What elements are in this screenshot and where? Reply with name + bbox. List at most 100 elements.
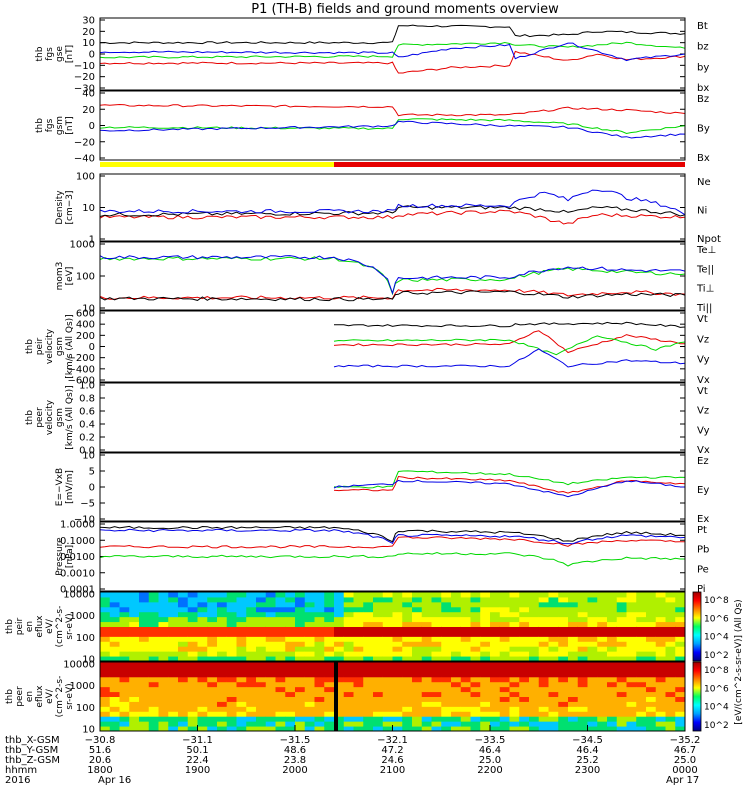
heatmap-cell: [392, 596, 403, 603]
heatmap-cell: [480, 726, 491, 732]
heatmap-cell: [178, 596, 189, 603]
heatmap-cell: [285, 706, 296, 712]
heatmap-cell: [109, 706, 120, 712]
heatmap-cell: [441, 706, 452, 712]
heatmap-cell: [577, 691, 588, 697]
heatmap-cell: [148, 651, 159, 657]
heatmap-cell: [509, 636, 520, 642]
heatmap-cell: [451, 596, 462, 603]
heatmap-cell: [529, 691, 540, 697]
heatmap-cell: [109, 711, 120, 717]
heatmap-cell: [509, 646, 520, 652]
heatmap-cell: [285, 716, 296, 722]
heatmap-cell: [304, 636, 315, 642]
x-tick-label: 48.6: [284, 745, 306, 756]
heatmap-cell: [509, 596, 520, 603]
x-tick-label: 2300: [575, 765, 600, 776]
heatmap-cell: [373, 696, 384, 702]
y-label-line: gsm: [55, 337, 65, 356]
heatmap-cell: [363, 646, 374, 652]
heatmap-cell: [655, 696, 666, 702]
heatmap-cell: [168, 686, 179, 693]
heatmap-cell: [324, 651, 335, 657]
heatmap-cell: [665, 721, 676, 727]
heatmap-cell: [100, 716, 111, 722]
heatmap-cell: [421, 621, 432, 627]
heatmap-cell: [587, 721, 598, 727]
heatmap-cell: [655, 616, 666, 623]
heatmap-cell: [139, 711, 150, 717]
heatmap-cell: [129, 621, 140, 627]
heatmap-cell: [373, 721, 384, 727]
heatmap-cell: [324, 621, 335, 627]
heatmap-cell: [402, 666, 413, 673]
heatmap-cell: [236, 621, 247, 627]
heatmap-cell: [548, 601, 559, 608]
heatmap-cell: [538, 706, 549, 712]
heatmap-cell: [460, 626, 471, 632]
heatmap-cell: [178, 676, 189, 683]
heatmap-cell: [256, 706, 267, 712]
legend-Ez: Ez: [697, 456, 709, 467]
heatmap-cell: [353, 676, 364, 683]
heatmap-cell: [499, 626, 510, 632]
series-line-Bz: [99, 103, 686, 117]
colorbar: 10^810^610^410^210^810^610^410^2[eV/(cm^…: [692, 591, 744, 732]
heatmap-cell: [646, 691, 657, 697]
heatmap-cell: [129, 721, 140, 727]
heatmap-cell: [392, 696, 403, 702]
heatmap-cell: [314, 616, 325, 623]
heatmap-cell: [529, 656, 540, 662]
heatmap-cell: [139, 646, 150, 652]
heatmap-cell: [626, 601, 637, 608]
legend-Vz: Vz: [697, 406, 709, 417]
heatmap-cell: [158, 706, 169, 712]
heatmap-cell: [412, 696, 423, 702]
heatmap-cell: [441, 611, 452, 618]
heatmap-cell: [655, 656, 666, 662]
heatmap-cell: [119, 706, 130, 712]
heatmap-cell: [226, 726, 237, 732]
x-tick-label: 46.4: [479, 745, 501, 756]
heatmap-cell: [168, 631, 179, 637]
heatmap-cell: [187, 691, 198, 697]
heatmap-cell: [548, 676, 559, 683]
heatmap-cell: [139, 716, 150, 722]
heatmap-cell: [158, 656, 169, 662]
heatmap-cell: [129, 676, 140, 683]
heatmap-cell: [470, 626, 481, 632]
heatmap-cell: [158, 681, 169, 688]
heatmap-cell: [168, 681, 179, 688]
heatmap-cell: [353, 596, 364, 603]
heatmap-cell: [421, 596, 432, 603]
heatmap-cell: [412, 651, 423, 657]
heatmap-cell: [441, 626, 452, 632]
heatmap-cell: [470, 596, 481, 603]
heatmap-cell: [509, 592, 520, 598]
heatmap-cell: [334, 606, 345, 613]
heatmap-cell: [412, 711, 423, 717]
heatmap-cell: [275, 641, 286, 647]
heatmap-cell: [470, 646, 481, 652]
heatmap-cell: [304, 592, 315, 598]
heatmap-cell: [343, 721, 354, 727]
y-tick-label: 1000: [70, 240, 95, 251]
heatmap-cell: [236, 696, 247, 702]
heatmap-cell: [246, 611, 257, 618]
heatmap-cell: [587, 701, 598, 707]
heatmap-cell: [519, 711, 530, 717]
heatmap-cell: [139, 621, 150, 627]
heatmap-cell: [295, 691, 306, 697]
heatmap-cell: [519, 631, 530, 637]
colorbar-strip: [692, 661, 702, 732]
heatmap-cell: [158, 711, 169, 717]
heatmap-cell: [480, 706, 491, 712]
heatmap-cell: [324, 641, 335, 647]
heatmap-cell: [470, 662, 481, 668]
heatmap-cell: [646, 676, 657, 683]
heatmap-cell: [197, 706, 208, 712]
heatmap-cell: [343, 651, 354, 657]
heatmap-cell: [197, 686, 208, 693]
heatmap-cell: [158, 701, 169, 707]
heatmap-cell: [402, 611, 413, 618]
